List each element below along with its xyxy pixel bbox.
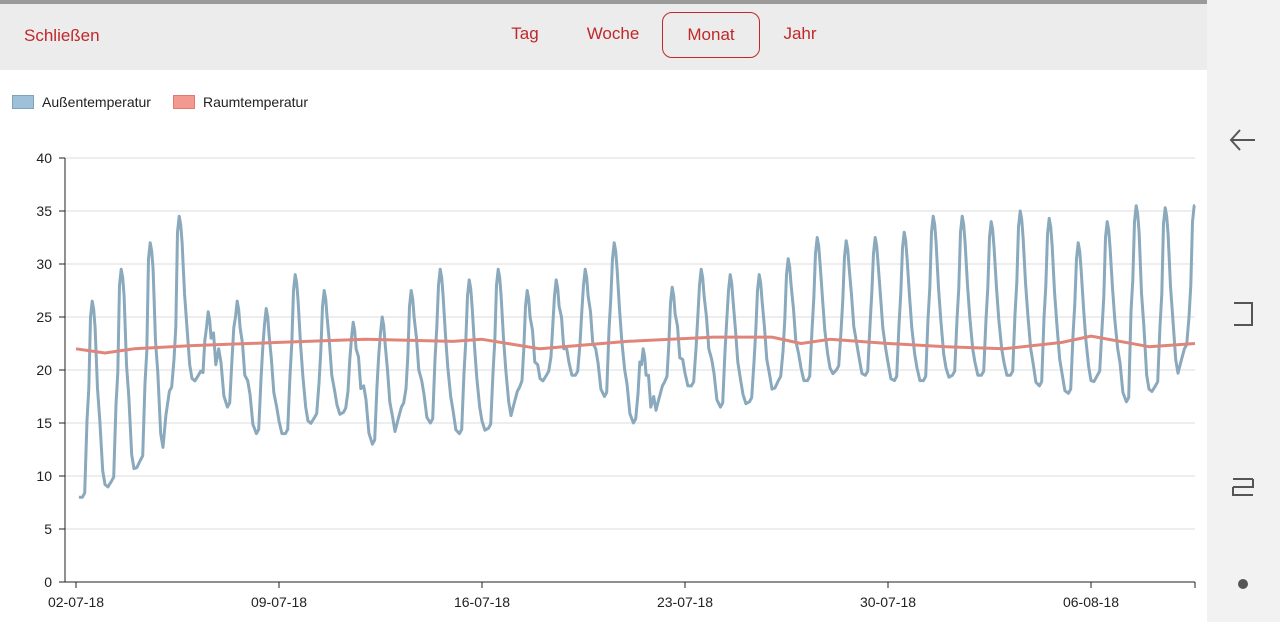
legend-label-indoor: Raumtemperatur	[202, 94, 308, 110]
status-divider	[0, 0, 1207, 4]
temperature-chart: 0 5 10 15 20 25 30 35 40 02-07-18 09-07-18 16-07-1…	[36, 150, 1196, 610]
dot-icon[interactable]	[1225, 566, 1261, 602]
system-navigation-bar	[1207, 0, 1280, 622]
legend-swatch-indoor	[172, 95, 195, 109]
x-tick-label: 06-08-18	[1063, 594, 1119, 610]
toolbar: Schließen Tag Woche Monat Jahr	[0, 4, 1207, 70]
home-icon[interactable]	[1225, 470, 1261, 506]
recent-apps-icon[interactable]	[1225, 296, 1261, 332]
y-tick-label: 0	[44, 574, 52, 590]
y-tick-label: 15	[36, 415, 52, 431]
x-tick-label: 23-07-18	[657, 594, 713, 610]
y-tick-label: 35	[36, 203, 52, 219]
y-tick-label: 25	[36, 309, 52, 325]
legend-item-outdoor[interactable]: Außentemperatur	[12, 94, 151, 110]
tab-week[interactable]: Woche	[586, 24, 640, 43]
close-button[interactable]: Schließen	[24, 26, 100, 45]
y-tick-label: 20	[36, 362, 52, 378]
tab-month[interactable]: Monat	[662, 12, 760, 58]
x-tick-label: 16-07-18	[454, 594, 510, 610]
y-tick-label: 30	[36, 256, 52, 272]
legend-swatch-outdoor	[12, 95, 34, 109]
legend-item-indoor[interactable]: Raumtemperatur	[172, 94, 308, 110]
indoor-temperature-line	[75, 334, 1196, 355]
x-tick-label: 09-07-18	[251, 594, 307, 610]
chart-legend: Außentemperatur Raumtemperatur	[12, 94, 330, 110]
outdoor-temperature-line	[78, 204, 1196, 499]
y-tick-label: 10	[36, 468, 52, 484]
x-tick-label: 30-07-18	[860, 594, 916, 610]
y-tick-label: 5	[44, 521, 52, 537]
tab-year[interactable]: Jahr	[783, 24, 817, 43]
legend-label-outdoor: Außentemperatur	[42, 94, 151, 110]
back-icon[interactable]	[1225, 122, 1261, 158]
chart-area: Außentemperatur Raumtemperatur 0 5 10 15 20 2…	[0, 70, 1207, 622]
y-tick-label: 40	[36, 150, 52, 166]
x-tick-label: 02-07-18	[48, 594, 104, 610]
tab-day[interactable]: Tag	[511, 24, 539, 43]
